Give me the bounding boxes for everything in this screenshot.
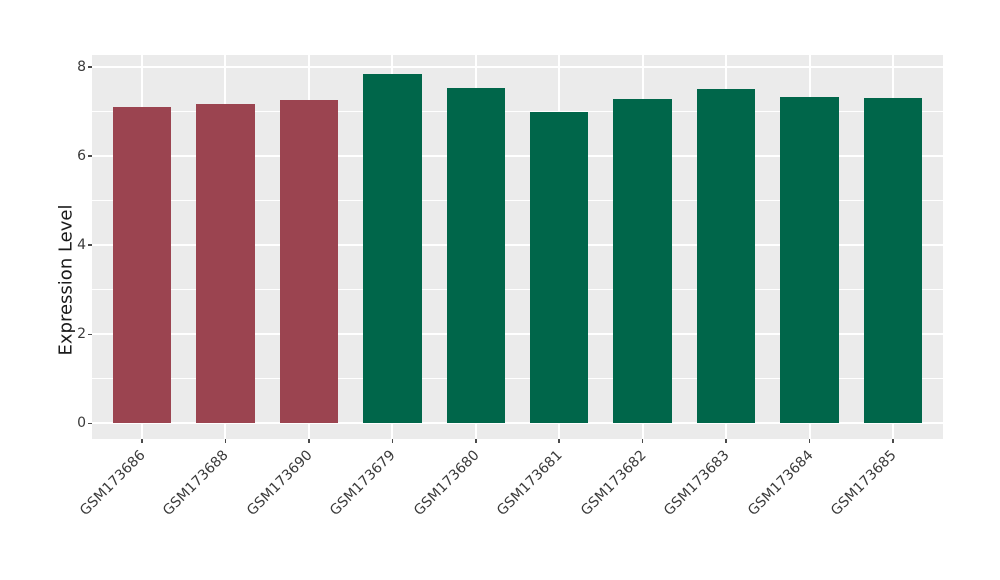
y-tick-label: 4	[77, 237, 86, 254]
bar-GSM173684	[780, 96, 839, 424]
minor-gridline	[92, 111, 943, 113]
x-tick-mark	[308, 439, 310, 443]
bar-GSM173685	[863, 98, 923, 424]
major-gridline	[92, 422, 943, 425]
major-gridline	[92, 244, 943, 247]
minor-gridline	[92, 289, 943, 291]
x-tick-mark	[808, 439, 811, 443]
y-tick-label: 8	[77, 59, 86, 76]
bar-GSM173682	[613, 98, 672, 424]
y-tick-mark	[88, 66, 92, 68]
x-tick-label: GSM173682	[577, 447, 650, 519]
x-tick-mark	[725, 439, 727, 443]
x-tick-mark	[391, 439, 394, 443]
bar-GSM173683	[696, 88, 756, 424]
x-tick-label: GSM173686	[77, 447, 149, 519]
x-tick-label: GSM173683	[661, 447, 733, 519]
y-tick-label: 2	[77, 326, 86, 343]
x-tick-label: GSM173681	[494, 447, 566, 519]
x-tick-label: GSM173680	[410, 447, 483, 519]
x-tick-label: GSM173684	[744, 447, 817, 519]
y-tick-mark	[88, 333, 92, 336]
x-tick-mark	[224, 439, 227, 443]
major-gridline	[92, 333, 943, 336]
minor-gridline	[92, 378, 943, 380]
plot-panel	[92, 55, 943, 439]
x-tick-mark	[641, 439, 644, 443]
y-tick-label: 6	[77, 148, 86, 165]
bar-GSM173688	[196, 104, 255, 424]
bar-GSM173686	[112, 107, 172, 424]
bar-GSM173680	[446, 87, 505, 424]
y-tick-mark	[88, 422, 92, 425]
bar-GSM173681	[530, 111, 589, 424]
y-tick-label: 0	[77, 415, 86, 432]
x-tick-mark	[892, 439, 894, 443]
x-tick-label: GSM173685	[827, 447, 900, 519]
x-tick-mark	[558, 439, 560, 443]
x-tick-label: GSM173690	[243, 447, 316, 519]
major-gridline	[92, 155, 943, 158]
major-gridline	[92, 66, 943, 69]
y-tick-mark	[88, 244, 92, 246]
x-tick-label: GSM173688	[160, 447, 233, 519]
x-tick-mark	[141, 439, 143, 443]
bar-GSM173679	[363, 73, 422, 424]
x-tick-mark	[475, 439, 477, 443]
y-tick-mark	[88, 155, 92, 157]
bar-GSM173690	[279, 99, 339, 424]
minor-gridline	[92, 200, 943, 202]
x-tick-label: GSM173679	[327, 447, 399, 519]
